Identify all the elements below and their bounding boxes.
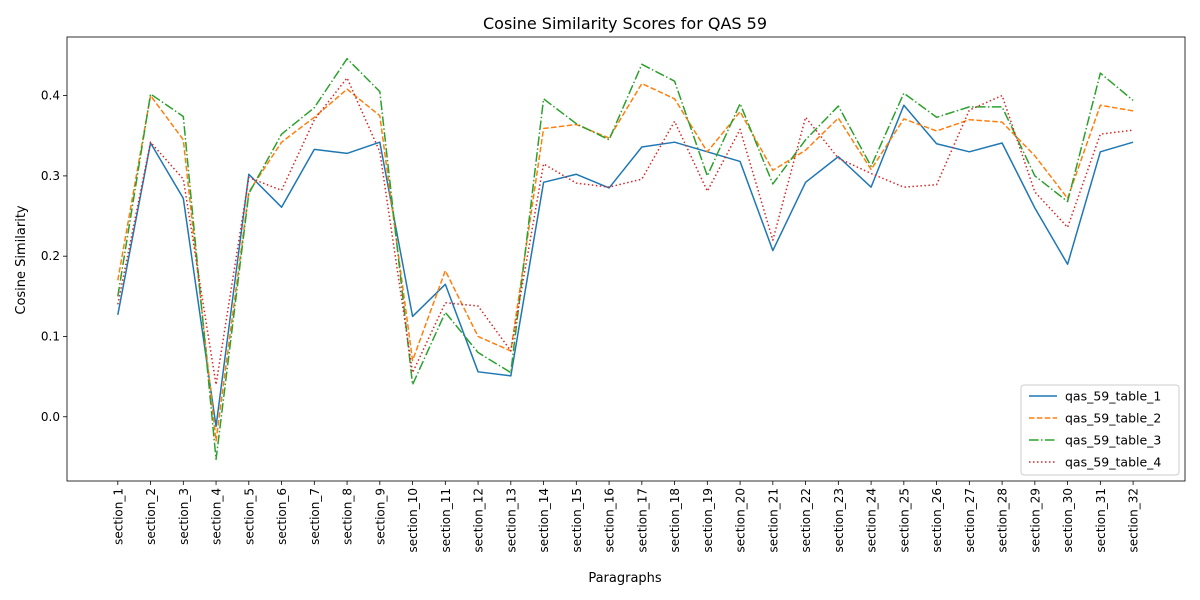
x-tick-label: section_19 (701, 488, 715, 553)
legend-box (1020, 384, 1180, 476)
x-tick-label: section_30 (1061, 488, 1075, 553)
x-tick-label: section_18 (668, 488, 682, 553)
plot-frame (66, 36, 1186, 482)
legend-label-2: qas_59_table_2 (1065, 411, 1161, 426)
x-tick-label: section_13 (504, 488, 518, 553)
x-tick-label: section_20 (734, 488, 748, 553)
x-tick-label: section_17 (635, 488, 649, 553)
x-tick-label: section_9 (373, 488, 387, 545)
x-tick-label: section_5 (242, 488, 256, 545)
x-tick-label: section_10 (406, 488, 420, 553)
legend: qas_59_table_1 qas_59_table_2 qas_59_table… (1020, 384, 1180, 476)
y-tick-label: 0.2 (41, 249, 60, 263)
x-tick-label: section_11 (439, 488, 453, 553)
x-tick-label: section_12 (472, 488, 486, 553)
x-tick-label: section_16 (603, 488, 617, 553)
series-line-4 (117, 77, 1134, 386)
x-tick-label: section_23 (832, 488, 846, 553)
x-tick-label: section_24 (865, 488, 879, 553)
x-tick-label: section_8 (341, 488, 355, 545)
x-tick-label: section_29 (1028, 488, 1042, 553)
series-line-3 (117, 57, 1134, 461)
x-tick-label: section_26 (930, 488, 944, 553)
x-tick-label: section_25 (897, 488, 911, 553)
x-tick-label: section_4 (210, 488, 224, 545)
x-tick-label: section_27 (963, 488, 977, 553)
legend-label-1: qas_59_table_1 (1065, 389, 1161, 404)
x-tick-label: section_3 (177, 488, 191, 545)
x-tick-label: section_1 (111, 488, 125, 545)
y-tick-label: 0.4 (41, 89, 60, 103)
series-layer (117, 57, 1134, 461)
y-tick-label: 0.0 (41, 410, 60, 424)
x-axis-label: Paragraphs (588, 571, 662, 586)
x-tick-label: section_32 (1127, 488, 1141, 553)
legend-label-4: qas_59_table_4 (1065, 455, 1161, 470)
legend-label-3: qas_59_table_3 (1065, 433, 1161, 448)
x-tick-label: section_2 (144, 488, 158, 545)
x-tick-label: section_31 (1094, 488, 1108, 553)
axes-layer: 0.0 0.1 0.2 0.3 0.4 section_1 section_2 section… (41, 36, 1186, 553)
x-tick-label: section_7 (308, 488, 322, 545)
y-tick-label: 0.3 (41, 169, 60, 183)
x-tick-label: section_14 (537, 488, 551, 553)
x-tick-label: section_22 (799, 488, 813, 553)
x-tick-label: section_21 (766, 488, 780, 553)
y-tick-label: 0.1 (41, 329, 60, 343)
chart-title: Cosine Similarity Scores for QAS 59 (483, 14, 767, 33)
x-tick-label: section_15 (570, 488, 584, 553)
series-line-1 (117, 104, 1134, 428)
x-tick-label: section_6 (275, 488, 289, 545)
x-tick-label: section_28 (996, 488, 1010, 553)
y-axis-label: Cosine Similarity (14, 205, 29, 315)
